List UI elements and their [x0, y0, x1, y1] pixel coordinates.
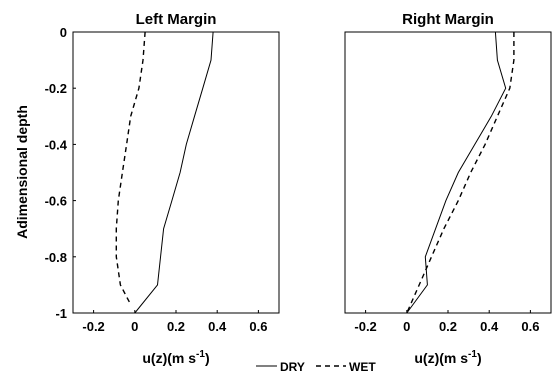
left-y-tick-label: -0.4	[45, 137, 68, 152]
left-x-tick-label: 0.6	[249, 319, 267, 334]
left-x-tick-label: 0	[131, 319, 138, 334]
left-y-tick-label: -0.6	[45, 194, 67, 209]
left-y-tick-label: -0.2	[45, 81, 67, 96]
left-y-tick-label: -0.8	[45, 250, 67, 265]
legend: DRY WET	[256, 360, 376, 373]
left-x-tick-label: 0.4	[208, 319, 227, 334]
y-axis-label: Adimensional depth	[14, 105, 30, 239]
right-x-tick-label: 0.4	[480, 319, 499, 334]
left-series-wet	[115, 31, 146, 305]
right-series-wet	[406, 32, 515, 314]
right-series-dry	[406, 31, 507, 314]
left-x-axis-label: u(z)(m s-1)	[142, 349, 209, 366]
legend-wet-label: WET	[349, 360, 376, 373]
left-y-tick-label: -1	[55, 306, 67, 321]
right-series	[406, 31, 515, 314]
legend-dry-label: DRY	[280, 360, 305, 373]
right-x-tick-label: 0.2	[439, 319, 457, 334]
left-series-dry	[134, 31, 214, 314]
left-margin-panel: Left Margin -0.2 0 0.2 0.4 0.6 0 -0.2 -0.4 -0.6…	[14, 11, 280, 366]
left-chart-title: Left Margin	[136, 11, 217, 28]
right-plot-area	[344, 31, 552, 314]
left-y-ticks: 0 -0.2 -0.4 -0.6 -0.8 -1	[45, 25, 76, 321]
right-x-tick-label: 0	[403, 319, 410, 334]
right-chart-title: Right Margin	[402, 11, 494, 28]
left-x-ticks: -0.2 0 0.2 0.4 0.6	[82, 310, 267, 334]
right-x-ticks: -0.2 0 0.2 0.4 0.6	[354, 310, 539, 334]
left-x-tick-label: -0.2	[82, 319, 104, 334]
left-y-tick-label: 0	[60, 25, 67, 40]
right-x-axis-label: u(z)(m s-1)	[414, 349, 481, 366]
left-x-tick-label: 0.2	[167, 319, 185, 334]
right-x-tick-label: 0.6	[521, 319, 539, 334]
left-series	[115, 31, 214, 314]
left-plot-area	[72, 31, 280, 314]
right-margin-panel: Right Margin -0.2 0 0.2 0.4 0.6 u(z)(m s-1)	[344, 11, 552, 366]
right-x-tick-label: -0.2	[354, 319, 376, 334]
